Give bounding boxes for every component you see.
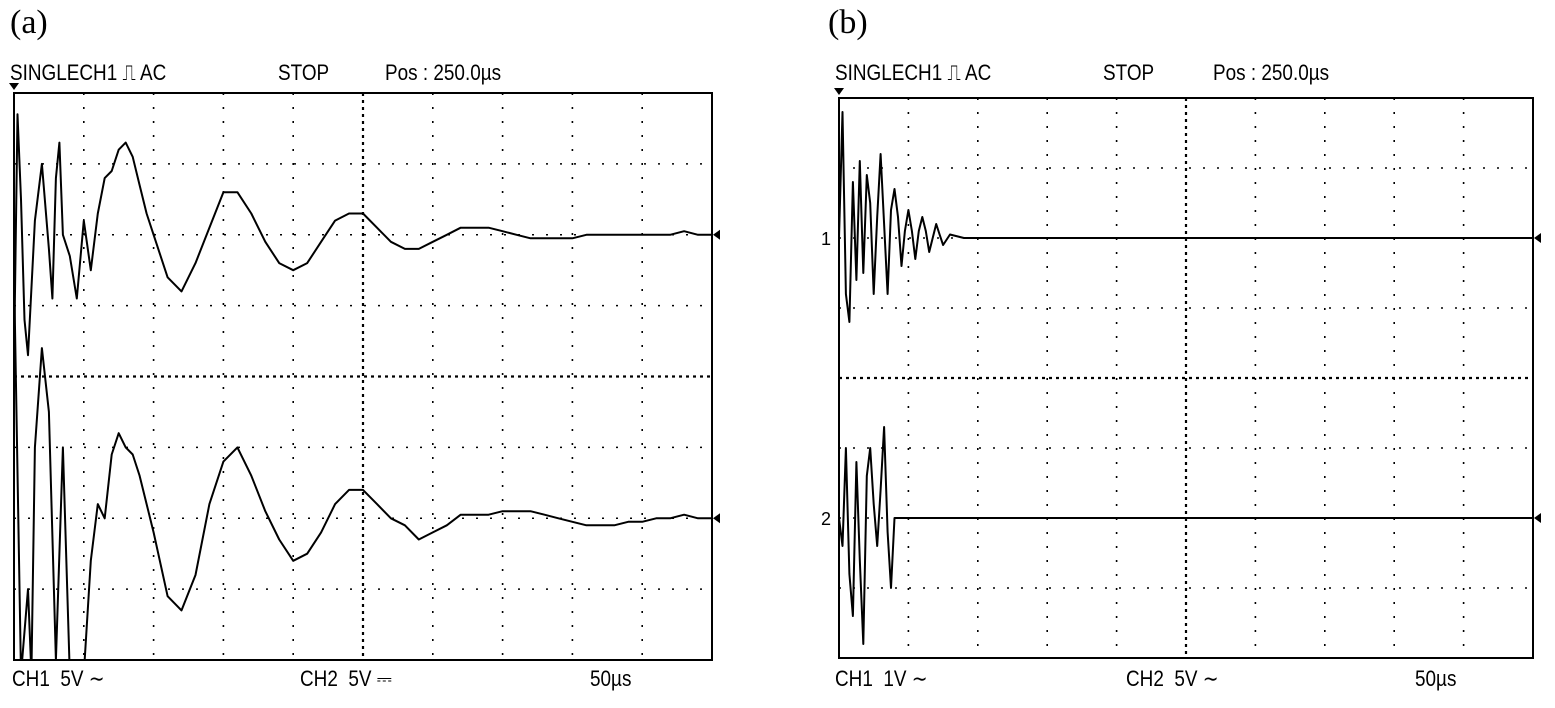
timebase-readout: 50µs <box>590 666 632 691</box>
position-readout: Pos : 250.0µs <box>1213 60 1330 85</box>
grid <box>14 93 712 660</box>
level-marker-icon <box>1534 513 1541 523</box>
level-marker-icon <box>713 229 720 240</box>
level-marker-icon <box>1534 233 1541 243</box>
scope-panel-a: (a) SINGLECH1 ⎍ AC STOP Pos : 250.0µs CH… <box>0 0 760 708</box>
ch1-scale-readout: CH1 5V ∼ <box>12 666 105 691</box>
ch2-scale-readout: CH2 5V ⎓ <box>300 666 392 691</box>
acquisition-state-readout: STOP <box>1103 60 1155 85</box>
position-readout: Pos : 250.0µs <box>385 60 502 85</box>
trigger-mode-readout: SINGLECH1 ⎍ AC <box>835 60 992 85</box>
channel-marker: 2 <box>821 509 831 529</box>
trigger-mode-readout: SINGLECH1 ⎍ AC <box>10 60 167 85</box>
ch1-trace <box>839 111 1533 323</box>
scope-frame <box>13 92 713 661</box>
ch2-trace <box>839 426 1533 645</box>
level-marker-icon <box>713 513 720 524</box>
trigger-marker-icon <box>834 88 844 95</box>
timebase-readout: 50µs <box>1415 666 1457 691</box>
panel-label: (a) <box>10 4 48 41</box>
ch2-trace <box>14 270 712 660</box>
acquisition-state-readout: STOP <box>278 60 330 85</box>
scope-screen-b: 12 <box>821 88 1541 659</box>
scope-frame <box>838 97 1534 659</box>
ch1-scale-readout: CH1 1V ∼ <box>835 666 928 691</box>
ch1-trace <box>14 113 712 363</box>
trigger-marker-icon <box>9 83 19 90</box>
scope-screen-a <box>9 83 720 661</box>
ch2-scale-readout: CH2 5V ∼ <box>1126 666 1219 691</box>
channel-marker: 1 <box>821 229 831 249</box>
grid <box>839 98 1533 658</box>
panel-label: (b) <box>828 4 868 41</box>
